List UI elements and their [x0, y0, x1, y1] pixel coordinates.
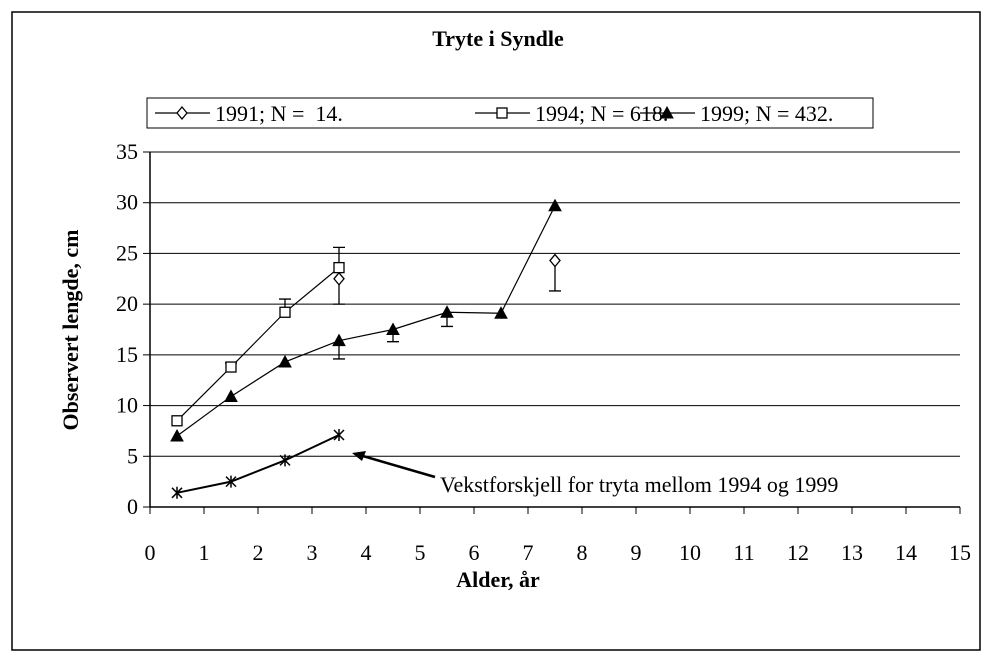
- marker: [170, 428, 184, 442]
- x-axis-label: Alder, år: [456, 567, 540, 592]
- legend-marker: [496, 107, 508, 119]
- x-tick-label: 5: [415, 540, 426, 565]
- legend-label: 1991; N = 14.: [215, 101, 343, 126]
- y-axis-label: Observert lengde, cm: [58, 230, 83, 431]
- y-tick-label: 25: [116, 240, 138, 265]
- x-tick-label: 2: [253, 540, 264, 565]
- marker: [333, 428, 345, 441]
- marker: [548, 198, 562, 212]
- x-tick-label: 8: [577, 540, 588, 565]
- x-tick-label: 13: [841, 540, 863, 565]
- annotation-arrow: [355, 452, 436, 479]
- y-tick-label: 5: [127, 443, 138, 468]
- series-line: [176, 267, 340, 422]
- marker: [279, 454, 291, 467]
- marker: [440, 305, 454, 318]
- annotation: Vekstforskjell for tryta mellom 1994 og …: [440, 472, 838, 497]
- x-tick-label: 1: [199, 540, 210, 565]
- marker: [333, 271, 345, 286]
- marker: [279, 306, 291, 318]
- x-tick-label: 12: [787, 540, 809, 565]
- marker: [549, 253, 561, 268]
- x-tick-label: 0: [145, 540, 156, 565]
- x-tick-label: 10: [679, 540, 701, 565]
- marker: [225, 475, 237, 488]
- marker: [333, 261, 345, 274]
- series-line: [176, 205, 556, 437]
- legend-marker: [660, 105, 674, 119]
- marker: [171, 415, 183, 427]
- y-tick-label: 0: [127, 494, 138, 519]
- y-tick-label: 35: [116, 139, 138, 164]
- x-tick-label: 9: [631, 540, 642, 565]
- marker: [224, 389, 238, 402]
- x-tick-label: 4: [361, 540, 372, 565]
- x-tick-label: 3: [307, 540, 318, 565]
- y-tick-label: 20: [116, 291, 138, 316]
- marker: [278, 354, 292, 368]
- marker: [332, 333, 346, 347]
- series-line: [176, 434, 340, 494]
- x-tick-label: 11: [733, 540, 754, 565]
- marker: [494, 306, 508, 319]
- x-tick-label: 7: [523, 540, 534, 565]
- x-tick-label: 15: [949, 540, 971, 565]
- y-tick-label: 30: [116, 190, 138, 215]
- marker: [171, 486, 183, 499]
- x-tick-label: 6: [469, 540, 480, 565]
- marker: [225, 361, 237, 373]
- x-tick-label: 14: [895, 540, 917, 565]
- chart-title: Tryte i Syndle: [432, 26, 564, 51]
- marker: [386, 322, 400, 335]
- y-tick-label: 15: [116, 342, 138, 367]
- legend-label: 1999; N = 432.: [700, 101, 833, 126]
- legend-marker: [176, 105, 188, 121]
- y-tick-label: 10: [116, 393, 138, 418]
